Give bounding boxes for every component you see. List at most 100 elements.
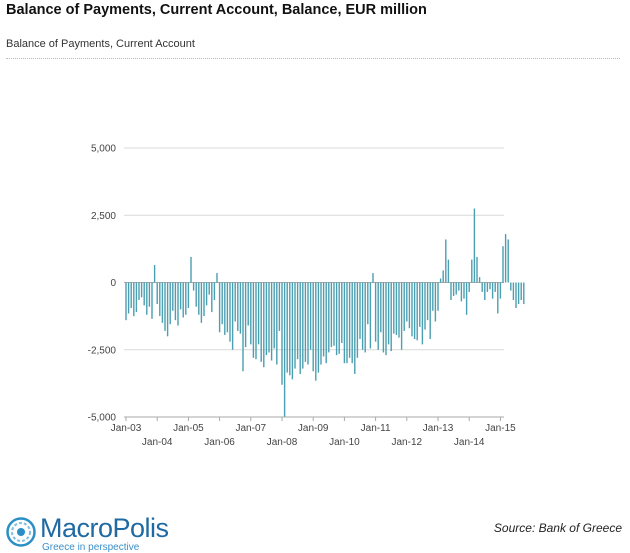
bar bbox=[226, 282, 229, 333]
bar bbox=[317, 282, 320, 373]
bar bbox=[148, 282, 151, 307]
bar bbox=[471, 259, 473, 283]
bar bbox=[450, 282, 452, 300]
bar bbox=[499, 282, 502, 299]
bar bbox=[291, 282, 294, 380]
bar bbox=[289, 282, 291, 376]
bar bbox=[478, 277, 481, 283]
bar bbox=[153, 265, 156, 283]
x-tick-label: Jan-13 bbox=[423, 423, 454, 434]
bar bbox=[367, 282, 369, 325]
bar bbox=[486, 282, 489, 292]
bar bbox=[512, 282, 515, 300]
bar bbox=[421, 282, 424, 345]
x-tick-label: Jan-10 bbox=[329, 437, 360, 448]
bar bbox=[437, 282, 439, 311]
x-tick-label: Jan-08 bbox=[267, 437, 298, 448]
bar bbox=[247, 282, 249, 326]
bar bbox=[517, 282, 520, 305]
bar bbox=[135, 282, 138, 313]
bar bbox=[473, 208, 476, 283]
bar bbox=[159, 282, 161, 317]
bar bbox=[497, 282, 499, 314]
x-tick-label: Jan-03 bbox=[111, 423, 142, 434]
y-tick-label: 2,500 bbox=[91, 211, 116, 222]
bar bbox=[130, 282, 132, 309]
bar bbox=[260, 282, 262, 362]
bar bbox=[351, 282, 353, 364]
bar bbox=[510, 282, 512, 291]
bar bbox=[161, 282, 164, 323]
bar bbox=[299, 282, 301, 374]
bar bbox=[312, 282, 314, 372]
bar bbox=[439, 278, 442, 283]
bar bbox=[185, 282, 187, 315]
bar bbox=[393, 282, 395, 334]
x-tick-label: Jan-09 bbox=[298, 423, 329, 434]
bar bbox=[276, 282, 278, 365]
bar bbox=[229, 282, 231, 342]
x-tick-label: Jan-14 bbox=[454, 437, 485, 448]
x-tick-label: Jan-04 bbox=[142, 437, 173, 448]
bar bbox=[390, 282, 392, 352]
bar bbox=[335, 282, 338, 356]
x-tick-label: Jan-12 bbox=[392, 437, 423, 448]
bar bbox=[387, 282, 390, 345]
bar bbox=[333, 282, 335, 346]
bar bbox=[133, 282, 135, 317]
bar bbox=[424, 282, 426, 330]
bar bbox=[216, 273, 218, 283]
bar bbox=[237, 282, 239, 331]
bar bbox=[484, 282, 486, 300]
bar bbox=[447, 259, 450, 283]
bar bbox=[265, 282, 268, 356]
bar bbox=[403, 282, 405, 331]
bar bbox=[221, 282, 223, 325]
bar bbox=[218, 282, 221, 333]
bar bbox=[187, 282, 190, 309]
bar bbox=[515, 282, 517, 309]
bar bbox=[395, 282, 398, 335]
bar bbox=[211, 282, 213, 313]
bar bbox=[408, 282, 411, 329]
bar bbox=[304, 282, 307, 362]
bar bbox=[374, 282, 377, 342]
bar bbox=[429, 282, 431, 339]
bar bbox=[213, 282, 216, 300]
bar bbox=[320, 282, 322, 365]
bar bbox=[455, 282, 457, 295]
bar bbox=[177, 282, 179, 326]
bar bbox=[359, 282, 361, 339]
bar bbox=[255, 282, 257, 360]
bar bbox=[307, 282, 309, 365]
bar bbox=[252, 282, 255, 358]
bar bbox=[164, 282, 166, 331]
bar bbox=[242, 282, 244, 372]
bar bbox=[281, 282, 283, 385]
bar bbox=[315, 282, 317, 381]
bar bbox=[419, 282, 421, 327]
bar bbox=[369, 282, 372, 349]
bar bbox=[127, 282, 130, 314]
bar bbox=[416, 282, 418, 341]
bar bbox=[413, 282, 416, 339]
bar bbox=[507, 239, 509, 283]
bar bbox=[504, 234, 507, 283]
chart-panel: -5,000 -2,500 0 2,500 5,000 Jan-03 Jan-05 Jan-0… bbox=[6, 62, 620, 500]
bar bbox=[489, 282, 491, 290]
header-divider bbox=[6, 58, 620, 59]
bar bbox=[411, 282, 413, 337]
bar bbox=[182, 282, 184, 318]
bar bbox=[348, 282, 351, 358]
bar bbox=[179, 282, 182, 310]
bar bbox=[192, 282, 195, 291]
y-tick-label: 0 bbox=[110, 278, 116, 289]
bar bbox=[205, 282, 208, 306]
source-note: Source: Bank of Greece bbox=[493, 521, 622, 535]
bar bbox=[494, 282, 496, 292]
bar bbox=[432, 282, 434, 311]
bar bbox=[460, 282, 463, 302]
bar bbox=[330, 282, 333, 348]
